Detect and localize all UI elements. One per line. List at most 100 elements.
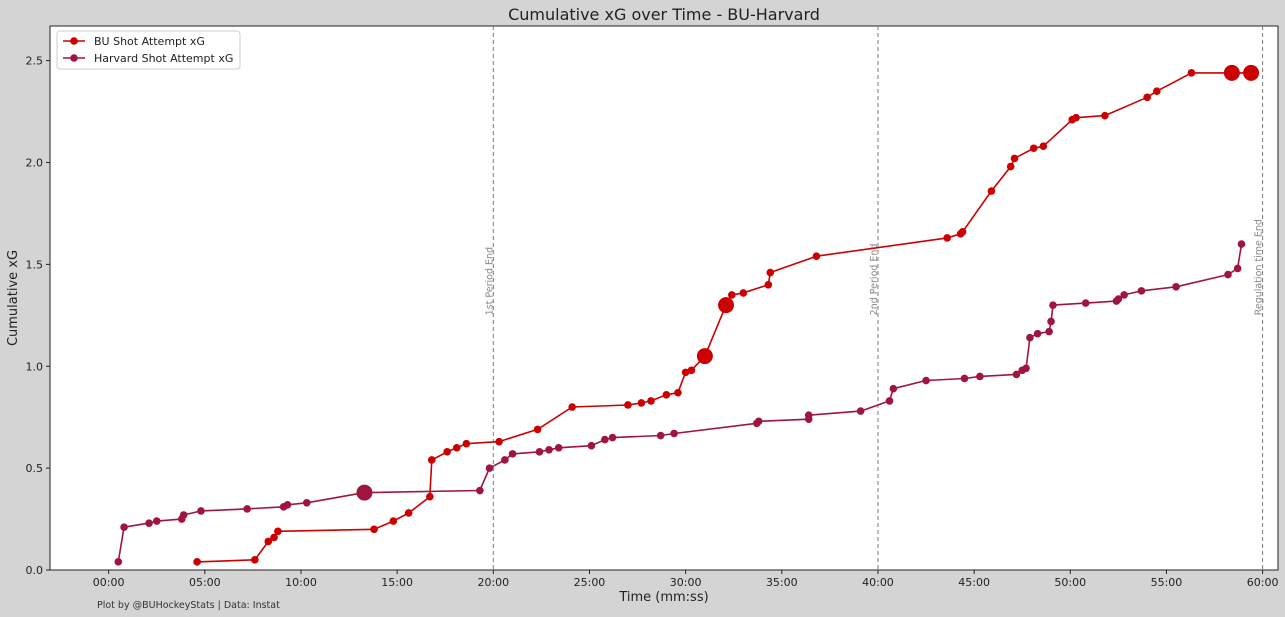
data-point-harvard	[1045, 327, 1053, 336]
data-point-bu	[443, 448, 451, 456]
data-point-harvard	[508, 450, 517, 458]
data-point-bu	[637, 399, 646, 407]
x-axis-label: Time (mm:ss)	[618, 590, 708, 605]
data-point-bu	[681, 368, 690, 377]
data-point-harvard	[1081, 299, 1090, 307]
data-point-harvard	[120, 523, 128, 532]
data-point-bu	[764, 280, 773, 289]
period-end-label-2: 2nd Period End	[869, 244, 880, 316]
x-tick-label: 45:00	[958, 576, 990, 589]
series-group	[114, 64, 1260, 566]
data-point-bu	[812, 252, 821, 261]
data-point-harvard	[1114, 295, 1123, 303]
data-point-bu	[662, 390, 671, 399]
x-tick-label: 40:00	[862, 576, 894, 589]
x-tick-label: 60:00	[1247, 576, 1279, 589]
data-point-harvard	[976, 372, 984, 381]
data-point-bu	[193, 558, 201, 566]
data-point-harvard	[1237, 240, 1246, 248]
chart-title: Cumulative xG over Time - BU-Harvard	[508, 5, 820, 24]
data-point-harvard	[656, 431, 665, 440]
data-point-bu	[718, 297, 735, 314]
data-point-harvard	[1022, 364, 1030, 373]
data-point-harvard	[1172, 282, 1180, 291]
data-point-bu	[1072, 113, 1080, 122]
data-point-bu	[389, 517, 398, 525]
data-point-harvard	[1026, 333, 1034, 342]
x-tick-label: 55:00	[1151, 576, 1183, 589]
y-tick-label: 0.5	[26, 462, 44, 475]
data-point-harvard	[1033, 329, 1042, 338]
data-point-harvard	[1224, 270, 1232, 279]
y-axis: 0.0 0.5 1.0 1.5 2.0 2.5	[26, 55, 50, 577]
x-tick-label: 05:00	[189, 576, 221, 589]
data-point-harvard	[889, 384, 898, 393]
data-point-bu	[1187, 69, 1196, 77]
data-point-harvard	[476, 486, 484, 495]
y-tick-label: 1.0	[26, 360, 44, 373]
data-point-bu	[1143, 93, 1152, 102]
data-point-bu	[1101, 111, 1109, 120]
x-tick-label: 30:00	[670, 576, 702, 589]
data-point-harvard	[535, 448, 544, 456]
data-point-bu	[274, 527, 282, 536]
legend-box	[56, 30, 241, 70]
period-end-label-3: Regulation time End	[1254, 219, 1265, 315]
data-point-harvard	[243, 505, 251, 513]
data-point-bu	[462, 439, 471, 448]
data-point-harvard	[587, 441, 596, 450]
series-bu	[193, 64, 1260, 566]
legend-label-bu: BU Shot Attempt xG	[94, 35, 205, 48]
data-point-harvard	[179, 511, 188, 519]
data-point-harvard	[804, 411, 813, 419]
data-point-bu	[958, 227, 967, 236]
data-point-bu	[739, 289, 748, 297]
x-tick-label: 25:00	[574, 576, 606, 589]
data-point-bu	[427, 456, 436, 464]
data-point-bu	[647, 397, 655, 405]
y-tick-label: 2.0	[26, 157, 44, 170]
data-point-harvard	[485, 464, 494, 472]
data-point-bu	[696, 348, 713, 365]
x-tick-label: 50:00	[1054, 576, 1086, 589]
x-tick-label: 35:00	[766, 576, 798, 589]
data-point-harvard	[1012, 370, 1021, 379]
data-point-bu	[1010, 154, 1019, 163]
data-point-bu	[1029, 144, 1038, 153]
data-point-bu	[404, 509, 413, 517]
period-end-label-1: 1st Period End	[484, 247, 495, 315]
legend-marker-bu	[70, 37, 78, 45]
legend: BU Shot Attempt xG Harvard Shot Attempt …	[56, 30, 241, 70]
data-point-bu	[987, 187, 996, 195]
credit-text: Plot by @BUHockeyStats | Data: Instat	[97, 600, 280, 611]
data-point-harvard	[145, 519, 153, 527]
x-tick-label: 20:00	[477, 576, 509, 589]
data-point-bu	[264, 537, 273, 546]
data-point-harvard	[114, 558, 123, 566]
data-point-harvard	[1233, 264, 1242, 273]
data-point-bu	[270, 533, 278, 542]
x-axis: 00:00 05:00 10:00 15:00 20:00 25:00 30:00 35:00…	[93, 570, 1279, 589]
data-point-harvard	[302, 498, 311, 507]
data-point-bu	[687, 366, 696, 375]
data-point-harvard	[501, 456, 509, 464]
y-tick-label: 2.5	[26, 55, 44, 68]
y-axis-label: Cumulative xG	[6, 250, 21, 346]
data-point-harvard	[554, 443, 563, 452]
data-point-bu	[1039, 142, 1048, 151]
data-point-bu	[533, 425, 542, 434]
data-point-harvard	[356, 484, 373, 501]
data-point-bu	[1223, 64, 1240, 81]
data-point-harvard	[1047, 317, 1055, 326]
data-point-bu	[674, 388, 682, 397]
data-point-harvard	[545, 445, 553, 454]
data-point-harvard	[885, 397, 894, 405]
legend-label-harvard: Harvard Shot Attempt xG	[94, 52, 233, 65]
data-point-bu	[727, 291, 736, 299]
series-harvard	[114, 240, 1246, 566]
y-tick-label: 1.5	[26, 258, 44, 271]
data-point-bu	[943, 234, 951, 242]
data-point-bu	[568, 403, 576, 411]
data-point-harvard	[283, 501, 292, 509]
